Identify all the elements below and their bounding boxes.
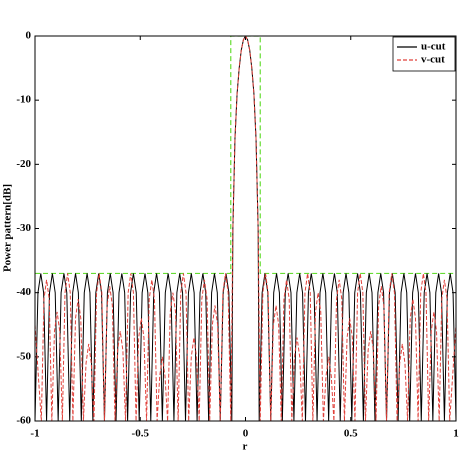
y-tick-label: -40 (16, 286, 31, 298)
series-line (35, 36, 456, 421)
y-tick-label: -20 (16, 158, 31, 170)
y-tick-label: -10 (16, 94, 31, 106)
y-tick-label: -60 (16, 415, 31, 427)
legend-box (392, 36, 456, 72)
y-axis-label: Power pattern[dB] (2, 184, 14, 272)
legend-label: u-cut (421, 41, 446, 53)
y-tick-label: 0 (26, 30, 32, 42)
x-tick-label: -1 (30, 428, 39, 440)
x-tick-label: -0.5 (132, 428, 150, 440)
x-tick-label: 0.5 (344, 428, 358, 440)
y-tick-label: -30 (16, 222, 31, 234)
legend-label: v-cut (421, 54, 445, 66)
y-tick-label: -50 (16, 350, 31, 362)
x-axis-label: r (243, 441, 248, 453)
mask-line (35, 36, 456, 275)
series-line (35, 36, 456, 421)
plot-frame (34, 35, 457, 422)
plot-area (35, 36, 456, 421)
x-tick-label: 0 (243, 428, 249, 440)
x-tick-label: 1 (453, 428, 459, 440)
